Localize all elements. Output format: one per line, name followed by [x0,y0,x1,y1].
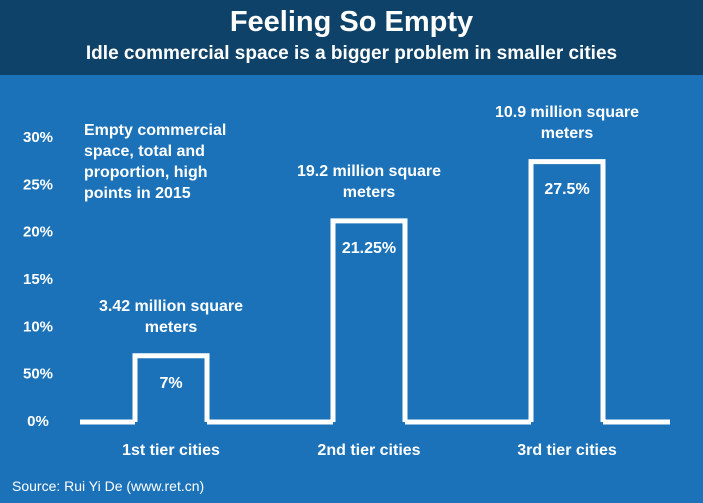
bar [528,159,606,422]
chart-subtitle: Idle commercial space is a bigger proble… [85,43,618,64]
y-tick-label: 30% [23,129,53,146]
chart-title: Feeling So Empty [229,6,474,38]
header: Feeling So Empty Idle commercial space i… [0,0,703,75]
bar-annotation: 3.42 million square meters [98,297,244,336]
bar-annotation: 10.9 million square meters [494,103,640,142]
x-tick-label: 3rd tier cities [517,442,617,459]
bar [132,353,210,422]
chart-note: Empty commercial space, total and propor… [84,122,227,202]
value-label: 27.5% [544,181,589,198]
bar [330,218,408,422]
y-tick-label: 50% [23,366,53,383]
y-tick-label: 20% [23,224,53,241]
source: Source: Rui Yi De (www.ret.cn) [12,478,205,494]
y-tick-label: 0% [27,413,49,430]
y-tick-label: 25% [23,176,53,193]
y-tick-label: 15% [23,271,53,288]
x-tick-label: 2nd tier cities [317,442,420,459]
value-label: 7% [159,375,182,392]
bar-annotation: 19.2 million square meters [296,162,442,201]
value-label: 21.25% [342,240,396,257]
y-tick-label: 10% [23,318,53,335]
x-tick-label: 1st tier cities [122,442,220,459]
